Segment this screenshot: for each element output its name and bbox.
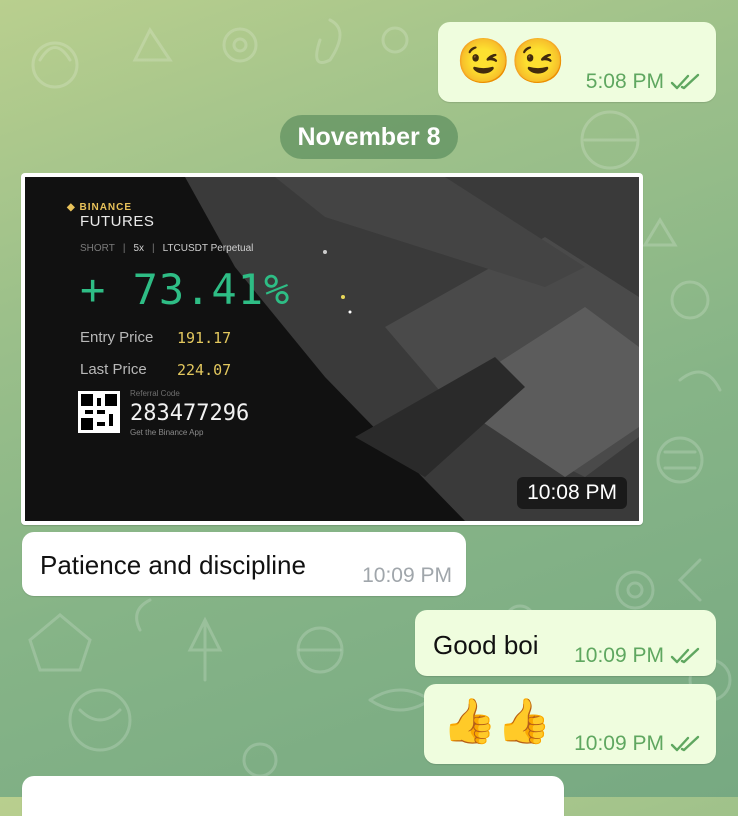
incoming-photo-message[interactable]: ◆ BINANCE FUTURES SHORT | 5x | LTCUSDT P… <box>21 173 643 525</box>
outgoing-message-text[interactable]: Good boi 10:09 PM <box>415 610 716 676</box>
outgoing-message-emoji[interactable]: 👍👍 10:09 PM <box>424 684 716 764</box>
trade-screenshot-photo[interactable]: ◆ BINANCE FUTURES SHORT | 5x | LTCUSDT P… <box>25 177 639 521</box>
qr-code-icon <box>78 391 120 433</box>
referral-code: 283477296 <box>130 401 250 426</box>
leverage-label: 5x <box>133 243 144 254</box>
wink-emoji-pair: 😉😉 <box>456 37 566 86</box>
incoming-message-partial[interactable] <box>22 776 564 816</box>
entry-price-label: Entry Price <box>80 329 154 346</box>
pair-label: LTCUSDT Perpetual <box>162 243 254 254</box>
last-price-label: Last Price <box>80 361 147 378</box>
photo-timestamp: 10:08 PM <box>517 477 627 509</box>
message-time: 10:09 PM <box>574 732 702 756</box>
referral-footer: Get the Binance App <box>130 428 204 437</box>
pnl-percentage: + 73.41% <box>80 265 291 314</box>
double-check-icon <box>670 73 700 90</box>
entry-price-value: 191.17 <box>177 329 232 347</box>
binance-logo-text: ◆ BINANCE <box>67 202 133 213</box>
outgoing-message-emoji[interactable]: 😉😉 5:08 PM <box>438 22 716 102</box>
last-price-value: 224.07 <box>177 361 232 379</box>
photo-background-shapes <box>25 177 639 521</box>
incoming-message-text[interactable]: Patience and discipline 10:09 PM <box>22 532 466 596</box>
message-text: Good boi <box>433 630 539 660</box>
referral-label: Referral Code <box>130 389 180 398</box>
date-separator: November 8 <box>280 115 458 159</box>
thumbs-up-emoji-pair: 👍👍 <box>442 697 552 746</box>
message-text: Patience and discipline <box>40 550 306 580</box>
message-time: 5:08 PM <box>586 70 702 94</box>
double-check-icon <box>670 735 700 752</box>
position-info-row: SHORT | 5x | LTCUSDT Perpetual <box>80 243 254 254</box>
message-time: 10:09 PM <box>362 564 452 587</box>
message-time: 10:09 PM <box>574 644 702 668</box>
futures-label: FUTURES <box>80 213 155 230</box>
position-side: SHORT <box>80 243 115 254</box>
double-check-icon <box>670 647 700 664</box>
